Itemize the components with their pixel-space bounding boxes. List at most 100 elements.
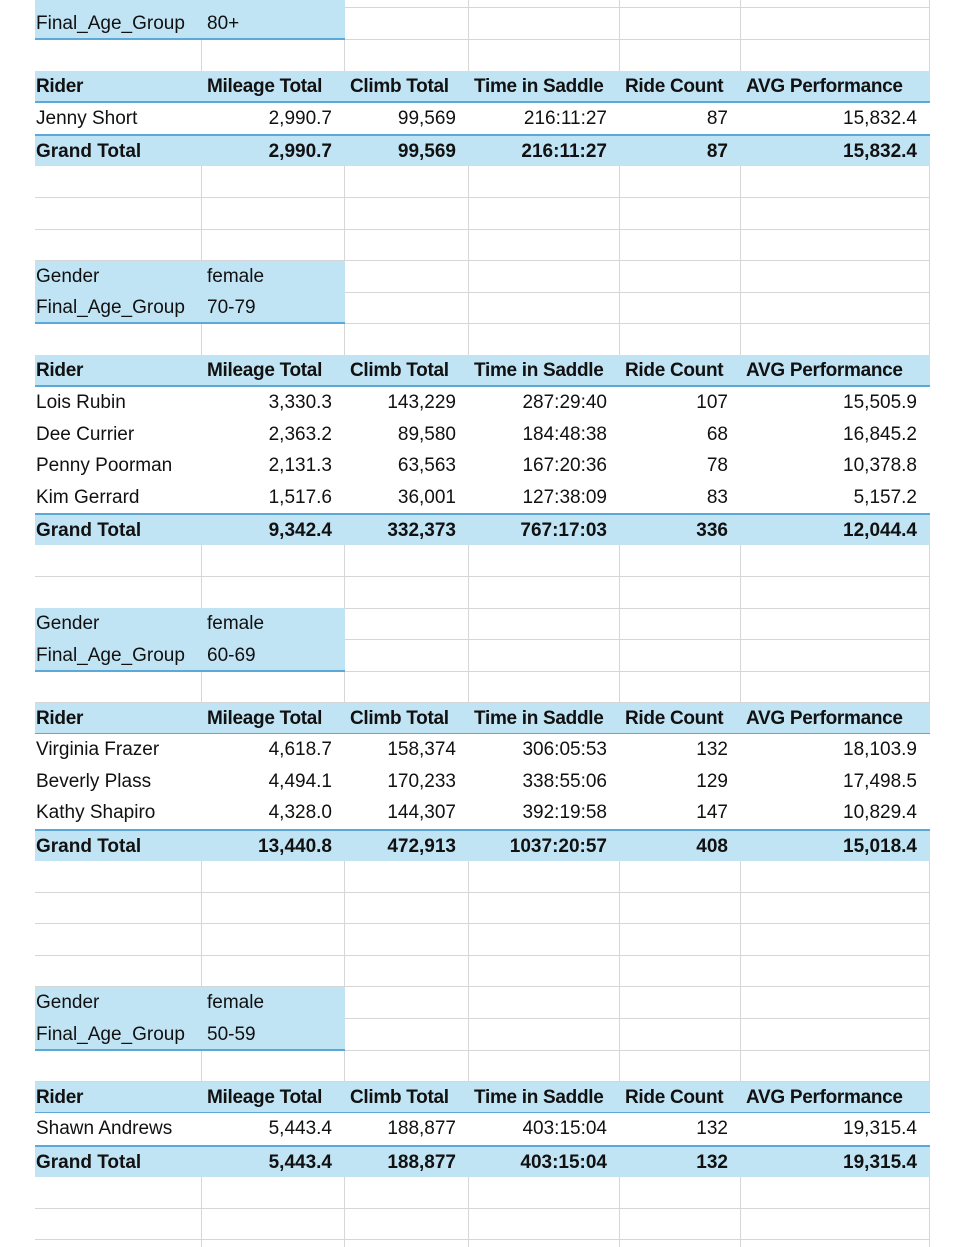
grid-line [35,291,930,293]
grid-line [35,1018,930,1020]
grand-total-cell: 216:11:27 [469,134,620,167]
column-header: Rider [35,702,202,735]
column-header: Time in Saddle [469,355,620,388]
filter-label: Gender [35,0,202,9]
filter-value: 70-79 [202,292,345,325]
column-header: Rider [35,71,202,104]
data-cell: 144,307 [345,797,469,830]
filter-value: female [202,0,345,9]
data-cell: 158,374 [345,734,469,767]
grand-total-cell: 1037:20:57 [469,829,620,862]
column-header: Rider [35,355,202,388]
data-cell: Lois Rubin [35,386,202,420]
data-cell: 4,618.7 [202,734,345,767]
grand-total-cell: Grand Total [35,513,202,546]
data-cell: 3,330.3 [202,386,345,420]
grand-total-cell: 2,990.7 [202,134,345,167]
data-cell: Shawn Andrews [35,1113,202,1146]
data-cell: 2,990.7 [202,102,345,135]
data-cell: Penny Poorman [35,450,202,483]
grand-total-cell: 408 [620,829,741,862]
data-cell: 129 [620,765,741,798]
grand-total-cell: 15,018.4 [741,829,930,862]
filter-value: female [202,986,345,1020]
data-cell: 89,580 [345,418,469,451]
grid-line [35,670,930,672]
data-cell: 147 [620,797,741,830]
column-header: Ride Count [620,702,741,735]
filter-value: female [202,608,345,641]
data-cell: 5,443.4 [202,1113,345,1146]
grid-line [35,7,930,9]
data-cell: 184:48:38 [469,418,620,451]
column-header: Ride Count [620,71,741,104]
grid-line [35,196,930,198]
column-header: Time in Saddle [469,71,620,104]
data-cell: 1,517.6 [202,481,345,514]
data-cell: 107 [620,386,741,420]
column-header: AVG Performance [741,355,930,388]
grid-line [35,228,930,230]
column-header: Ride Count [620,1081,741,1114]
grid-line [35,607,930,609]
column-header: Climb Total [345,355,469,388]
grid-line [35,260,930,262]
data-cell: Virginia Frazer [35,734,202,767]
filter-value: 60-69 [202,639,345,672]
data-cell: Jenny Short [35,102,202,135]
data-cell: Beverly Plass [35,765,202,798]
filter-value: 50-59 [202,1018,345,1051]
data-cell: 287:29:40 [469,386,620,420]
data-cell: 19,315.4 [741,1113,930,1146]
data-cell: 15,505.9 [741,386,930,420]
column-header: Mileage Total [202,355,345,388]
data-cell: 10,829.4 [741,797,930,830]
data-cell: 2,363.2 [202,418,345,451]
grand-total-cell: Grand Total [35,829,202,862]
grand-total-cell: 9,342.4 [202,513,345,546]
data-cell: 403:15:04 [469,1113,620,1146]
data-cell: 5,157.2 [741,481,930,514]
data-cell: 392:19:58 [469,797,620,830]
data-cell: 216:11:27 [469,102,620,135]
filter-label: Final_Age_Group [35,639,202,672]
data-cell: 338:55:06 [469,765,620,798]
grid-line [929,0,930,1247]
grand-total-cell: Grand Total [35,1144,202,1177]
column-header: Climb Total [345,1081,469,1114]
column-header: AVG Performance [741,1081,930,1114]
grid-line [35,923,930,925]
grand-total-cell: 403:15:04 [469,1144,620,1177]
filter-label: Final_Age_Group [35,1018,202,1051]
grand-total-cell: 5,443.4 [202,1144,345,1177]
grid-line [35,1207,930,1209]
data-cell: 87 [620,102,741,135]
grand-total-cell: 132 [620,1144,741,1177]
column-header: Climb Total [345,702,469,735]
grand-total-cell: 13,440.8 [202,829,345,862]
grand-total-cell: 767:17:03 [469,513,620,546]
data-cell: Kim Gerrard [35,481,202,514]
column-header: Time in Saddle [469,1081,620,1114]
grand-total-cell: 188,877 [345,1144,469,1177]
grand-total-cell: Grand Total [35,134,202,167]
filter-label: Final_Age_Group [35,292,202,325]
grand-total-cell: 12,044.4 [741,513,930,546]
grand-total-cell: 15,832.4 [741,134,930,167]
data-cell: 4,328.0 [202,797,345,830]
data-cell: 15,832.4 [741,102,930,135]
grid-line [35,575,930,577]
data-cell: 83 [620,481,741,514]
data-cell: 16,845.2 [741,418,930,451]
column-header: Rider [35,1081,202,1114]
filter-label: Gender [35,986,202,1020]
filter-label: Gender [35,260,202,293]
column-header: AVG Performance [741,702,930,735]
data-cell: 10,378.8 [741,450,930,483]
grid-line [35,39,930,41]
data-cell: 167:20:36 [469,450,620,483]
column-header: Time in Saddle [469,702,620,735]
grid-line [35,954,930,956]
grand-total-cell: 99,569 [345,134,469,167]
